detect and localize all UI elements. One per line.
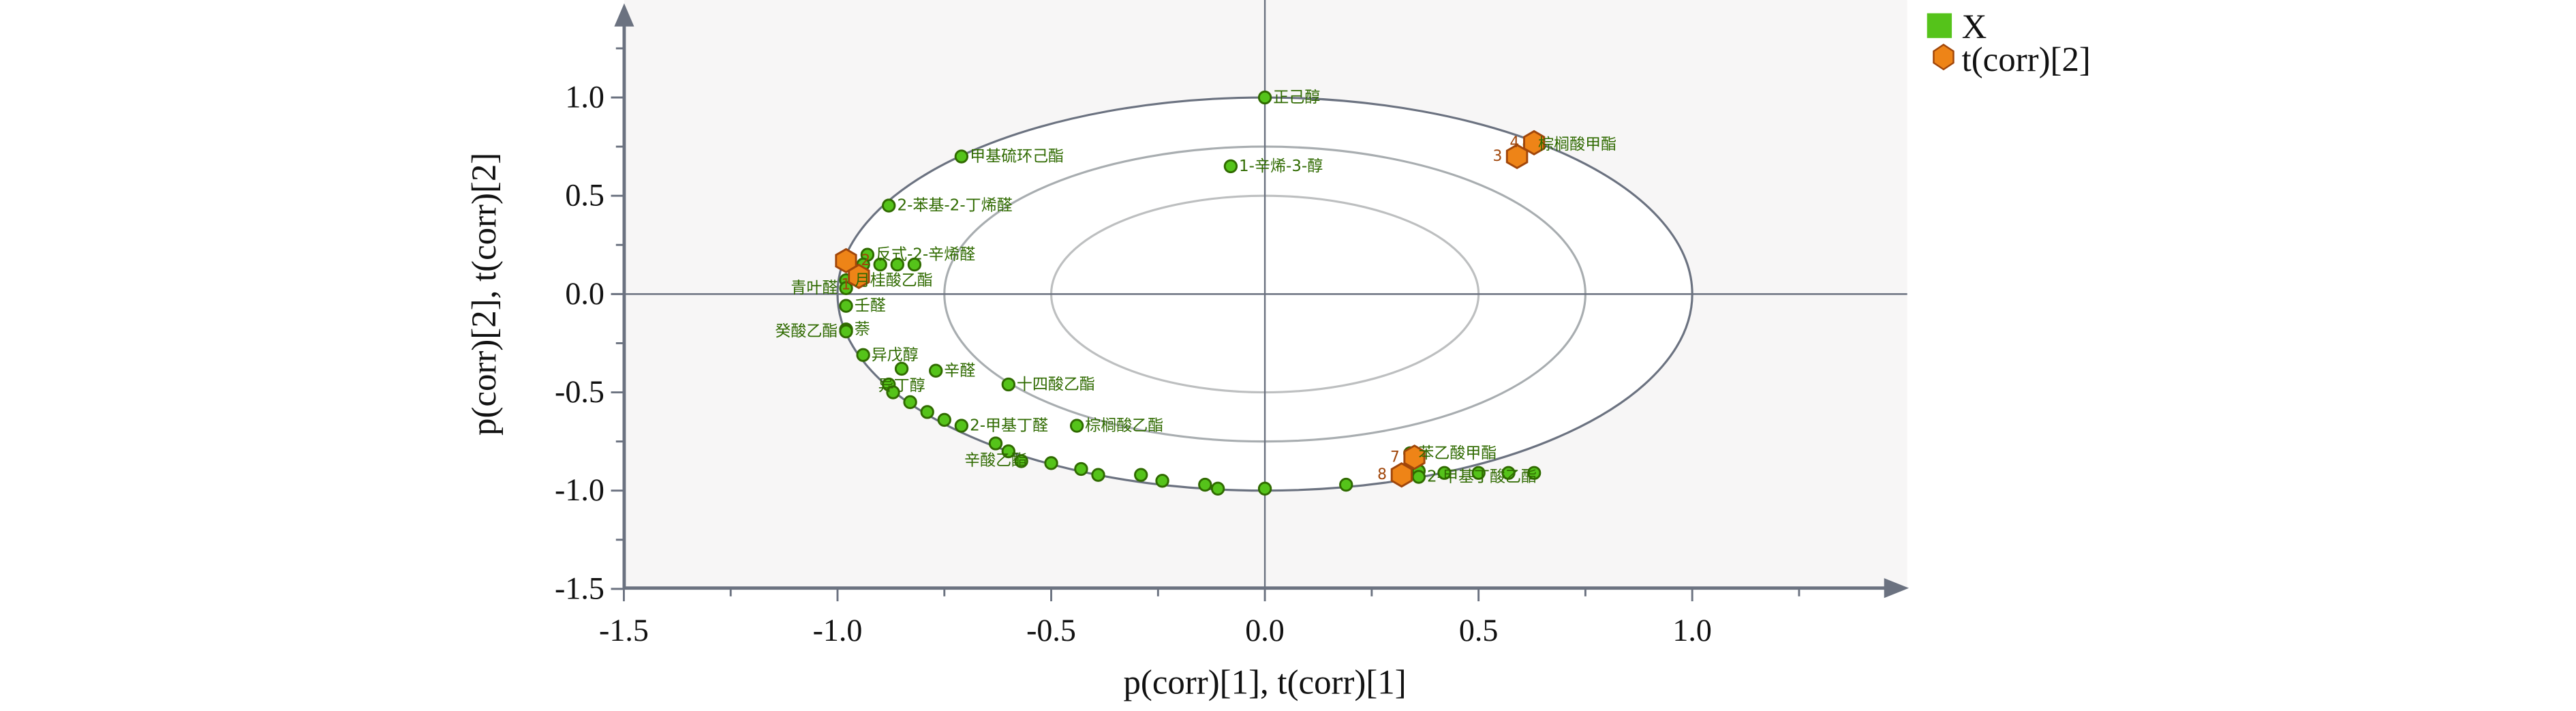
x-tick-label: -0.5 xyxy=(1026,613,1076,648)
x-variable-point xyxy=(1411,470,1426,484)
x-variable-label: 2-甲基丁醛 xyxy=(970,417,1048,435)
legend-hexagon-icon xyxy=(1933,44,1954,71)
score-point-label: 8 xyxy=(1377,466,1387,483)
x-variable-point xyxy=(954,419,969,433)
score-point-label: 4 xyxy=(1509,134,1519,151)
x-variable-label: 甲基硫环己酯 xyxy=(970,148,1064,166)
x-tick-label: -1.5 xyxy=(599,613,649,648)
y-tick-label: 0.5 xyxy=(565,178,604,213)
score-point-label: 7 xyxy=(1390,449,1400,466)
x-variable-label: 壬醛 xyxy=(855,297,886,315)
x-variable-point xyxy=(873,257,887,272)
x-variable-label: 异戊醇 xyxy=(872,346,919,364)
score-hexagon-point xyxy=(1505,143,1529,170)
x-variable-point xyxy=(907,257,922,272)
x-variable-point xyxy=(1014,454,1028,468)
y-tick-label: 0.0 xyxy=(565,276,604,311)
x-variable-point xyxy=(1471,466,1486,480)
data-points xyxy=(835,90,1546,496)
x-variable-point xyxy=(1527,466,1542,480)
x-variable-point xyxy=(886,385,900,399)
x-variable-point xyxy=(988,436,1003,451)
x-tick-label: 0.5 xyxy=(1459,613,1499,648)
x-variable-point xyxy=(894,361,909,376)
y-tick-label: -0.5 xyxy=(555,374,604,409)
x-variable-point xyxy=(1001,377,1015,392)
legend: X t(corr)[2] xyxy=(1927,8,2091,79)
score-hexagon-point xyxy=(1390,462,1413,488)
x-variable-point xyxy=(937,412,951,427)
x-variable-point xyxy=(903,395,917,410)
x-variable-point xyxy=(1069,419,1084,433)
x-tick-labels: -1.5 -1.0 -0.5 0.0 0.5 1.0 xyxy=(599,613,1712,648)
legend-label-x: X xyxy=(1962,8,1987,46)
ticks xyxy=(611,47,1800,602)
legend-label-t: t(corr)[2] xyxy=(1962,41,2091,79)
score-hexagon-point xyxy=(835,247,857,274)
y-tick-label: -1.0 xyxy=(555,472,604,507)
x-variable-point xyxy=(1198,477,1212,492)
x-variable-point xyxy=(1155,474,1169,488)
x-variable-label: 正己醇 xyxy=(1273,89,1320,106)
x-variable-label: 癸酸乙酯 xyxy=(775,322,838,340)
x-axis-title: p(corr)[1], t(corr)[1] xyxy=(1123,664,1406,702)
score-point-label: 1 xyxy=(841,277,850,294)
x-variable-point xyxy=(1223,159,1238,174)
x-variable-label: 辛酸乙酯 xyxy=(964,452,1027,470)
x-variable-point xyxy=(920,405,934,419)
x-variable-point xyxy=(929,363,943,378)
x-variable-label: 月桂酸乙酯 xyxy=(855,271,933,289)
x-variable-point xyxy=(1437,466,1452,480)
x-tick-label: 1.0 xyxy=(1672,613,1712,648)
x-variable-point xyxy=(1257,90,1272,105)
y-tick-labels: 1.0 0.5 0.0 -0.5 -1.0 -1.5 xyxy=(555,80,604,606)
score-hexagon-point xyxy=(1523,130,1546,156)
x-tick-label: -1.0 xyxy=(813,613,863,648)
x-variable-label: 青叶醛 xyxy=(791,279,838,297)
x-variable-label: 棕榈酸甲酯 xyxy=(1538,136,1616,153)
axes xyxy=(614,3,1910,599)
x-variable-point xyxy=(1044,456,1058,470)
x-variable-point xyxy=(1001,444,1015,459)
x-variable-point xyxy=(1074,462,1088,476)
x-variable-label: 辛醛 xyxy=(944,362,975,380)
x-variable-point xyxy=(839,299,853,313)
x-variable-point xyxy=(882,198,896,213)
x-variable-point xyxy=(1210,481,1225,496)
x-variable-label: 棕榈酸乙酯 xyxy=(1085,417,1163,435)
score-hexagon-point xyxy=(1403,444,1426,470)
x-variable-label: 异丁醇 xyxy=(878,377,925,395)
score-hexagon-point xyxy=(848,263,870,290)
x-tick-label: 0.0 xyxy=(1245,613,1285,648)
x-variable-point xyxy=(839,281,853,295)
x-variable-label: 反式-2-辛烯醛 xyxy=(876,246,975,264)
score-point-label: 2 xyxy=(861,252,870,269)
y-axis-arrow xyxy=(614,3,634,27)
x-variable-label: 萘 xyxy=(855,320,870,338)
legend-swatch-x xyxy=(1927,13,1952,38)
y-tick-label: 1.0 xyxy=(565,80,604,115)
x-variable-point xyxy=(1339,477,1353,492)
score-point-label: 3 xyxy=(1492,148,1502,165)
y-axis-title: p(corr)[2], t(corr)[2] xyxy=(465,153,504,436)
x-variable-point xyxy=(954,149,969,164)
x-variable-point xyxy=(890,257,904,272)
x-variable-label: 十四酸乙酯 xyxy=(1017,376,1095,393)
x-variable-point xyxy=(856,348,870,362)
x-variable-point xyxy=(1134,468,1148,482)
x-variable-point xyxy=(1257,481,1272,496)
x-variable-point xyxy=(839,324,853,339)
x-variable-point xyxy=(1501,466,1516,480)
y-tick-label: -1.5 xyxy=(555,571,604,605)
x-variable-label: 2-甲基丁酸乙酯 xyxy=(1427,468,1537,486)
x-variable-label: 苯乙酸甲酯 xyxy=(1418,444,1497,462)
x-variable-label: 1-辛烯-3-醇 xyxy=(1239,157,1323,175)
x-variable-label: 2-苯基-2-丁烯醛 xyxy=(897,197,1012,215)
x-variable-point xyxy=(1091,468,1105,482)
x-axis-arrow xyxy=(1884,578,1910,599)
